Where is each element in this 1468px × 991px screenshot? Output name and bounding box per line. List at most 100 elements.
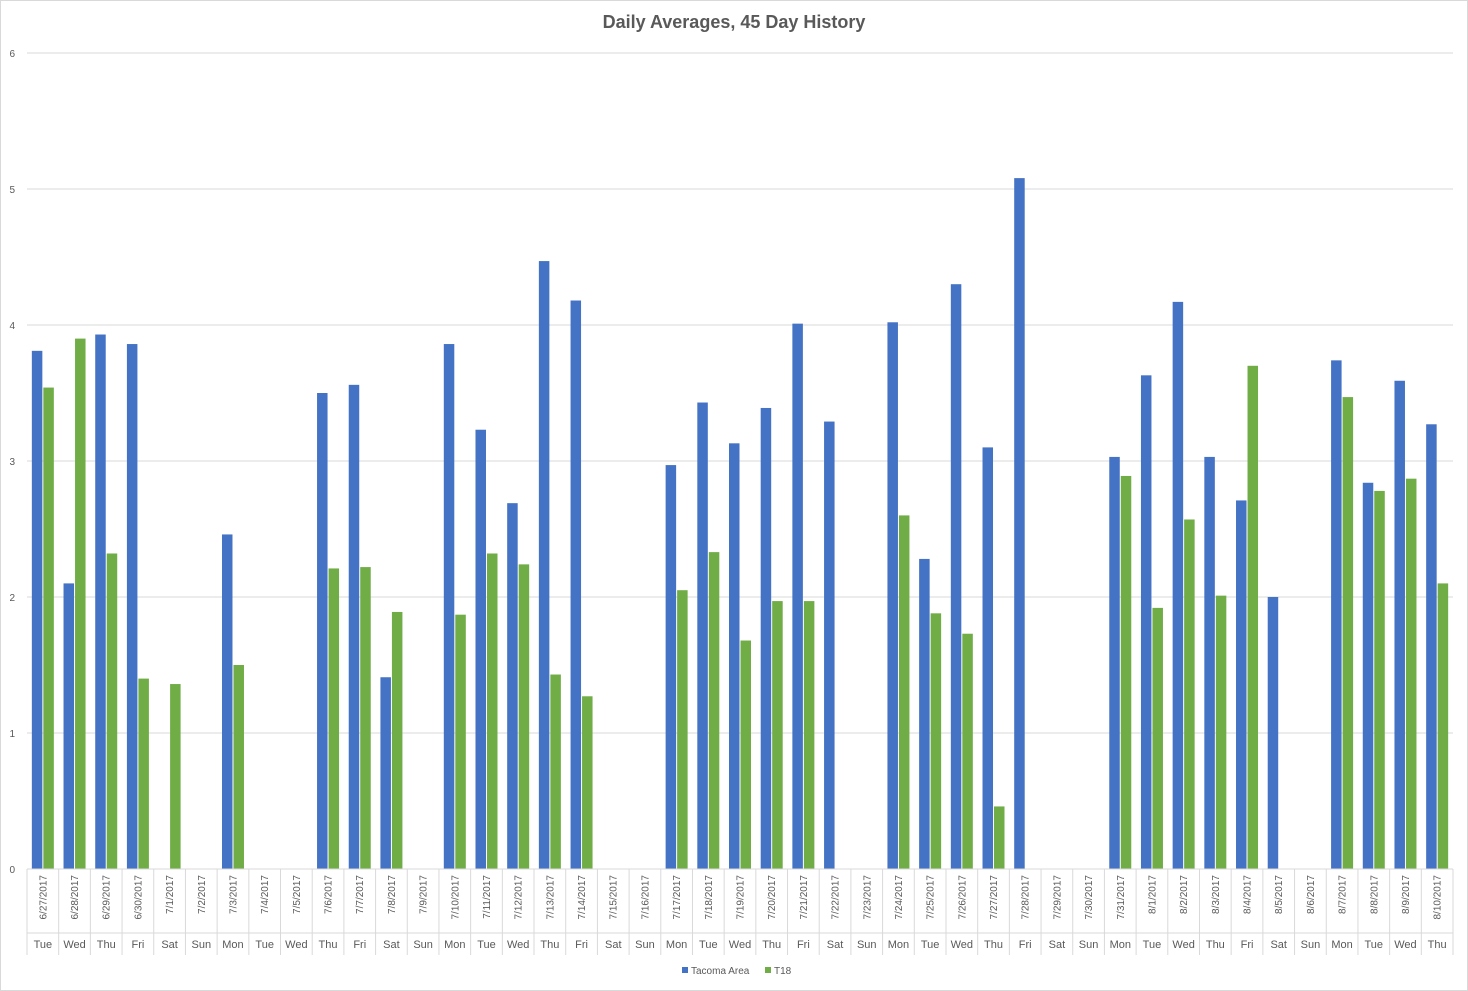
x-tick-label: 7/2/2017 — [197, 875, 208, 914]
x-tick-label: 8/5/2017 — [1274, 875, 1285, 914]
bar-t18 — [1120, 475, 1132, 869]
bar-tacoma-area — [380, 677, 391, 869]
bar-t18 — [930, 613, 942, 869]
y-tick-label: 2 — [9, 593, 15, 604]
bar-tacoma-area — [1109, 456, 1120, 869]
y-tick-label: 6 — [9, 49, 15, 60]
bar-t18 — [75, 338, 86, 870]
bar-tacoma-area — [824, 421, 835, 869]
chart-title: Daily Averages, 45 Day History — [602, 12, 866, 32]
weekday-label: Tue — [255, 939, 274, 951]
bar-tacoma-area — [792, 323, 803, 869]
weekday-label: Tue — [1143, 939, 1162, 951]
bar-tacoma-area — [1331, 360, 1342, 869]
bar-tacoma-area — [538, 261, 550, 870]
x-tick-label: 8/1/2017 — [1147, 875, 1158, 914]
weekday-label: Tue — [477, 939, 496, 951]
legend-entry: Tacoma Area — [691, 966, 750, 977]
bar-t18 — [898, 515, 910, 869]
weekday-label: Thu — [540, 939, 559, 951]
bar-t18 — [1374, 490, 1385, 869]
bar-tacoma-area — [475, 429, 486, 869]
weekday-label: Sat — [1270, 939, 1287, 951]
bar-tacoma-area — [1140, 375, 1152, 869]
weekday-label: Tue — [34, 939, 53, 951]
x-tick-label: 7/12/2017 — [514, 875, 525, 920]
bar-tacoma-area — [95, 334, 106, 869]
x-tick-label: 8/3/2017 — [1211, 875, 1222, 914]
weekday-label: Thu — [319, 939, 338, 951]
x-tick-label: 7/15/2017 — [609, 875, 620, 920]
bar-tacoma-area — [950, 284, 962, 869]
weekday-label: Fri — [353, 939, 366, 951]
weekday-label: Sat — [827, 939, 844, 951]
weekday-label: Tue — [1365, 939, 1384, 951]
weekday-label: Sun — [1301, 939, 1321, 951]
weekday-label: Thu — [97, 939, 116, 951]
bar-tacoma-area — [1014, 178, 1025, 869]
x-tick-label: 7/4/2017 — [260, 875, 271, 914]
x-tick-label: 7/21/2017 — [799, 875, 810, 920]
weekday-label: Fri — [797, 939, 810, 951]
weekday-label: Mon — [222, 939, 243, 951]
bar-t18 — [550, 674, 561, 869]
x-tick-label: 7/9/2017 — [419, 875, 430, 914]
bar-t18 — [803, 601, 815, 869]
bar-t18 — [1184, 519, 1195, 869]
weekday-label: Wed — [951, 939, 973, 951]
axes: 0 1 2 3 4 5 6 6/27/2017 Tue 6/28/2017 Wed 6/29/2017… — [9, 49, 1454, 955]
x-tick-label: 6/29/2017 — [102, 875, 113, 920]
x-tick-label: 7/16/2017 — [640, 875, 651, 920]
weekday-label: Sun — [191, 939, 211, 951]
weekday-label: Tue — [921, 939, 940, 951]
bar-tacoma-area — [665, 465, 677, 869]
weekday-label: Fri — [131, 939, 144, 951]
x-tick-label: 7/25/2017 — [926, 875, 937, 920]
bar-tacoma-area — [1172, 301, 1184, 869]
legend-swatch — [765, 967, 771, 973]
bar-t18 — [138, 678, 149, 869]
x-tick-label: 7/29/2017 — [1052, 875, 1063, 920]
bar-t18 — [708, 552, 720, 869]
x-tick-label: 8/8/2017 — [1369, 875, 1380, 914]
bar-tacoma-area — [1204, 456, 1215, 869]
bar-tacoma-area — [221, 534, 233, 869]
x-tick-label: 7/30/2017 — [1084, 875, 1095, 920]
bars — [31, 178, 1449, 870]
bar-tacoma-area — [729, 443, 740, 869]
bar-tacoma-area — [31, 350, 43, 870]
bar-tacoma-area — [126, 344, 138, 869]
bar-t18 — [582, 696, 593, 869]
bar-t18 — [360, 567, 371, 869]
x-tick-label: 7/18/2017 — [704, 875, 715, 920]
bar-tacoma-area — [697, 402, 708, 869]
x-tick-label: 7/14/2017 — [577, 875, 588, 920]
legend: Tacoma Area T18 — [682, 966, 792, 977]
weekday-label: Wed — [729, 939, 751, 951]
y-tick-label: 0 — [9, 865, 15, 876]
bar-t18 — [962, 633, 973, 869]
bar-t18 — [1152, 607, 1163, 869]
bar-t18 — [1405, 478, 1417, 869]
bar-tacoma-area — [1362, 482, 1374, 869]
x-tick-label: 7/24/2017 — [894, 875, 905, 920]
x-tick-label: 7/28/2017 — [1021, 875, 1032, 920]
x-tick-label: 7/19/2017 — [736, 875, 747, 920]
bar-t18 — [994, 806, 1005, 869]
legend-swatch — [682, 967, 688, 973]
bar-t18 — [328, 568, 340, 869]
x-tick-label: 7/27/2017 — [989, 875, 1000, 920]
y-tick-label: 3 — [9, 457, 15, 468]
x-tick-label: 8/6/2017 — [1306, 875, 1317, 914]
weekday-label: Sun — [857, 939, 877, 951]
bar-tacoma-area — [1394, 380, 1405, 869]
weekday-label: Mon — [1331, 939, 1352, 951]
x-tick-label: 7/10/2017 — [450, 875, 461, 920]
bar-tacoma-area — [760, 407, 772, 869]
x-tick-label: 7/1/2017 — [165, 875, 176, 914]
bar-tacoma-area — [887, 322, 898, 869]
x-tick-label: 7/6/2017 — [324, 875, 335, 914]
bar-t18 — [740, 640, 751, 869]
weekday-label: Wed — [63, 939, 85, 951]
